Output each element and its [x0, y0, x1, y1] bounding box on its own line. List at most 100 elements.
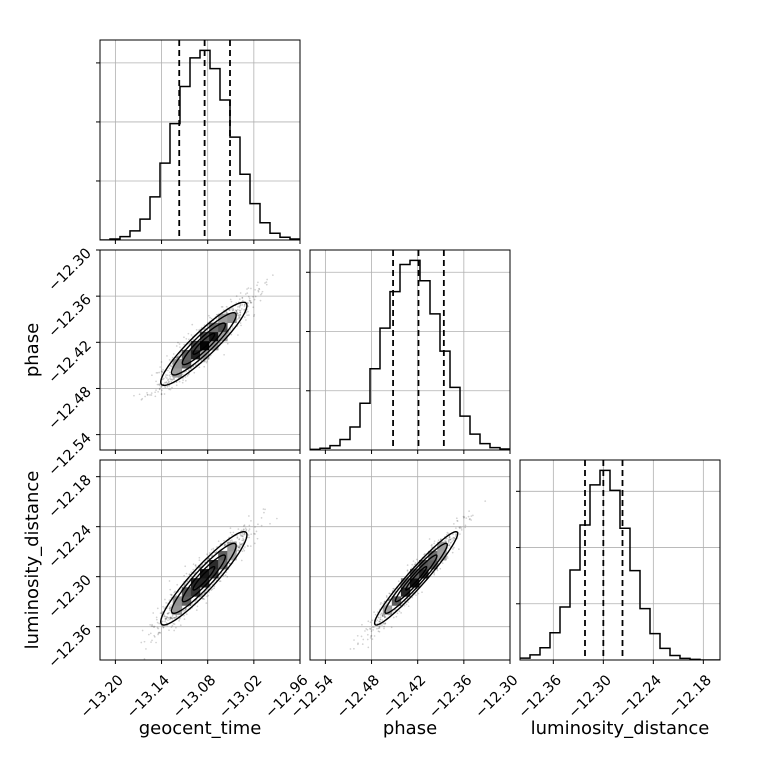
sample-point: [162, 626, 165, 629]
sample-point: [171, 624, 174, 627]
sample-point: [179, 346, 181, 349]
sample-point: [209, 316, 211, 319]
sample-point: [235, 311, 238, 314]
sample-point: [166, 616, 168, 619]
sample-point: [166, 382, 169, 385]
sample-point: [153, 636, 156, 638]
sample-point: [178, 619, 180, 622]
sample-point: [455, 517, 458, 520]
sample-point: [150, 392, 153, 394]
sample-point: [386, 602, 388, 605]
sample-point: [190, 571, 193, 574]
sample-point: [228, 309, 231, 311]
sample-point: [177, 355, 180, 357]
sample-point: [184, 376, 187, 378]
sample-point: [242, 535, 244, 538]
sample-point: [367, 646, 370, 649]
sample-point: [162, 378, 164, 381]
sample-point: [208, 314, 210, 317]
sample-point: [237, 546, 240, 549]
sample-point: [175, 614, 178, 617]
sample-point: [241, 296, 244, 299]
sample-point: [169, 593, 172, 596]
sample-point: [454, 535, 457, 537]
sample-point: [168, 611, 170, 614]
histogram-geocent-time: [96, 40, 300, 240]
sample-point: [460, 528, 463, 531]
sample-point: [374, 613, 377, 616]
sample-point: [183, 618, 186, 620]
sample-point: [380, 612, 383, 614]
sample-point: [240, 324, 242, 327]
sample-point: [448, 537, 451, 539]
sample-point: [198, 556, 201, 559]
sample-point: [168, 607, 171, 610]
sample-point: [188, 338, 190, 341]
sample-point: [231, 534, 233, 536]
sample-point: [204, 360, 207, 362]
sample-point: [415, 558, 418, 561]
sample-point: [168, 388, 170, 391]
density-cell: [172, 596, 183, 606]
sample-point: [176, 583, 179, 586]
sample-point: [169, 617, 172, 620]
sample-point: [171, 386, 173, 389]
sample-point: [369, 635, 372, 638]
sample-point: [212, 547, 215, 550]
sample-point: [362, 638, 365, 641]
sample-point: [160, 392, 163, 395]
sample-point: [397, 580, 400, 583]
sample-point: [249, 301, 252, 304]
sample-point: [175, 357, 178, 360]
sample-point: [168, 374, 171, 377]
x-axis-title: luminosity_distance: [531, 718, 710, 739]
sample-point: [138, 393, 141, 396]
sample-point: [164, 620, 166, 623]
sample-point: [200, 359, 203, 362]
sample-point: [248, 300, 251, 302]
density-cell: [218, 313, 228, 324]
histogram-line: [520, 469, 720, 660]
sample-point: [241, 550, 244, 553]
sample-point: [243, 305, 246, 308]
sample-point: [349, 648, 352, 650]
sample-point: [465, 517, 468, 519]
sample-point: [238, 542, 241, 544]
sample-point: [446, 531, 449, 534]
sample-point: [210, 317, 213, 320]
sample-point: [164, 618, 167, 621]
panel-frame: [309, 249, 511, 451]
sample-point: [164, 386, 167, 389]
sample-point: [453, 546, 455, 549]
sample-point: [185, 337, 188, 340]
sample-point: [464, 524, 467, 527]
sample-point: [170, 616, 172, 619]
sample-point: [239, 543, 241, 546]
sample-point: [158, 387, 161, 390]
sample-point: [158, 388, 161, 391]
sample-point: [456, 520, 459, 522]
sample-point: [133, 394, 135, 397]
sample-point: [238, 538, 241, 540]
sample-point: [170, 604, 172, 606]
sample-point: [173, 378, 175, 381]
sample-point: [195, 609, 198, 611]
sample-point: [160, 361, 163, 363]
sample-point: [169, 617, 172, 620]
sample-point: [155, 641, 157, 644]
sample-point: [170, 593, 173, 596]
sample-point: [160, 393, 163, 396]
sample-point: [383, 625, 385, 628]
sample-point: [215, 551, 218, 553]
sample-point: [140, 641, 143, 644]
sample-point: [155, 389, 157, 392]
sample-point: [464, 526, 467, 529]
contour-line: [384, 542, 448, 615]
sample-point: [176, 356, 179, 359]
sample-point: [381, 619, 384, 621]
sample-point: [390, 626, 393, 629]
panel-frame: [309, 459, 511, 661]
sample-point: [150, 641, 152, 643]
sample-point: [454, 533, 457, 536]
sample-point: [192, 568, 195, 571]
